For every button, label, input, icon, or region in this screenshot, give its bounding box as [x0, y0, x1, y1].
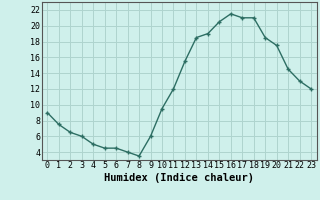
X-axis label: Humidex (Indice chaleur): Humidex (Indice chaleur) [104, 173, 254, 183]
